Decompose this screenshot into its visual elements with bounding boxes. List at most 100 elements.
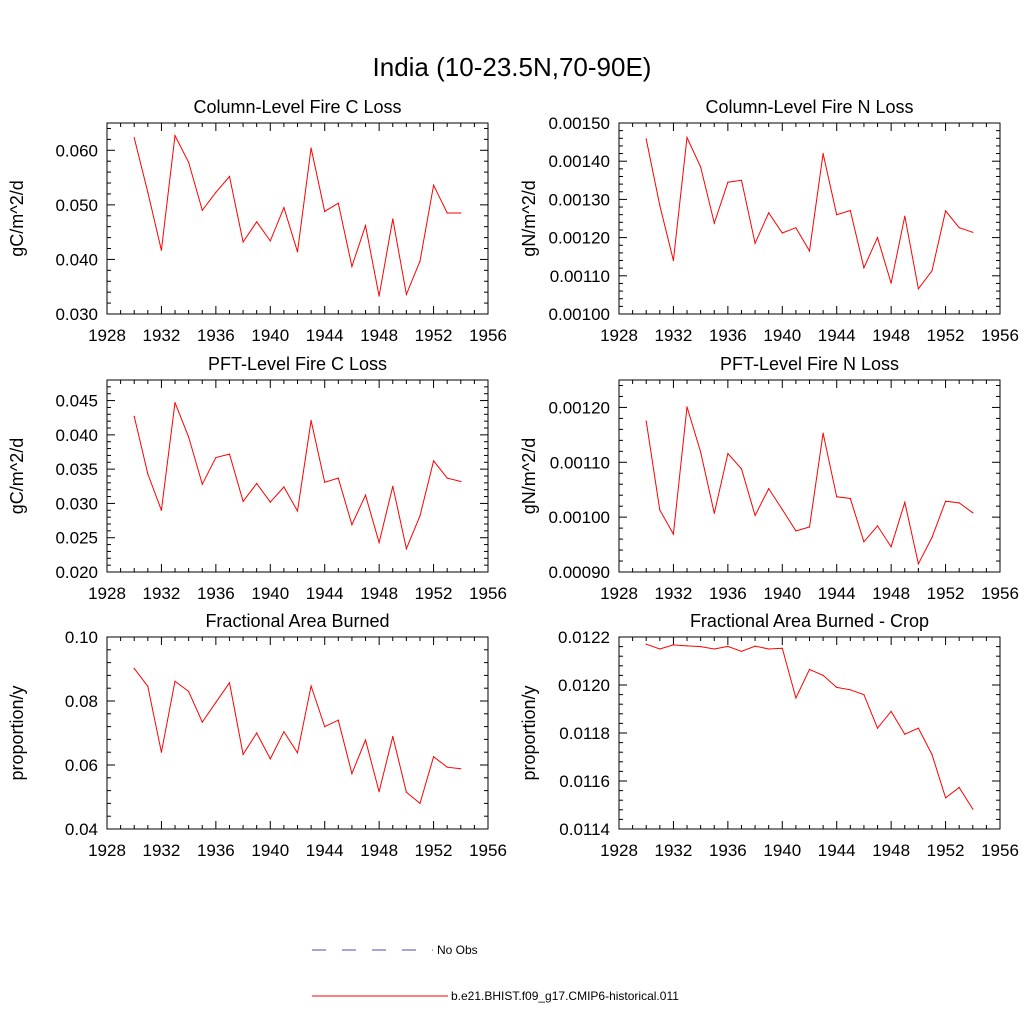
data-point (351, 524, 353, 526)
x-tick-label: 1936 (709, 326, 747, 345)
x-tick-label: 1952 (927, 326, 965, 345)
y-axis-label: proportion/y (519, 685, 539, 780)
x-tick-label: 1952 (415, 841, 453, 860)
x-tick-label: 1940 (251, 841, 289, 860)
y-tick-label: 0.00150 (549, 114, 610, 133)
x-tick-label: 1948 (872, 584, 910, 603)
data-point (324, 481, 326, 483)
data-point (700, 166, 702, 168)
data-point (188, 161, 190, 163)
x-tick-label: 1928 (88, 841, 126, 860)
y-tick-label: 0.060 (55, 141, 98, 160)
data-point (433, 184, 435, 186)
y-tick-label: 0.0116 (559, 772, 610, 791)
data-point (863, 694, 865, 696)
data-point (310, 685, 312, 687)
panel-4: PFT-Level Fire N Loss gN/m^2/d 1928 1932 193… (519, 354, 1019, 603)
data-point (863, 541, 865, 543)
panel-title: Fractional Area Burned - Crop (690, 611, 929, 631)
data-point (686, 136, 688, 139)
panels: Column-Level Fire C Loss gC/m^2/d 1928 1932… (7, 97, 1019, 860)
data-point (781, 647, 783, 649)
x-tick-label: 1948 (872, 841, 910, 860)
data-point (686, 645, 688, 647)
data-point (972, 512, 974, 514)
y-tick-label: 0.0120 (558, 676, 610, 695)
data-point (917, 288, 920, 290)
data-point (931, 536, 933, 539)
data-point (795, 697, 797, 699)
data-point (160, 751, 162, 753)
x-tick-label: 1944 (306, 841, 344, 860)
x-tick-label: 1936 (709, 841, 747, 860)
data-point (672, 644, 675, 646)
x-tick-label: 1944 (818, 841, 856, 860)
x-tick-label: 1944 (306, 584, 344, 603)
data-point (324, 210, 326, 212)
y-axis-label: gN/m^2/d (519, 438, 539, 514)
data-point (686, 406, 688, 408)
data-point (754, 242, 756, 244)
data-point (836, 214, 838, 216)
y-tick-label: 0.0118 (559, 724, 610, 743)
data-point (754, 514, 756, 517)
data-point (945, 797, 947, 799)
data-point (378, 295, 380, 297)
data-point (890, 282, 892, 284)
data-point (405, 548, 407, 550)
x-tick-label: 1944 (818, 584, 856, 603)
x-tick-label: 1928 (88, 326, 126, 345)
y-tick-label: 0.0122 (558, 628, 610, 647)
data-point (808, 668, 811, 671)
y-tick-label: 0.00090 (549, 563, 610, 582)
x-tick-label: 1940 (251, 326, 289, 345)
series-line (645, 406, 974, 566)
data-point (727, 452, 729, 455)
data-point (269, 758, 271, 760)
data-point (433, 756, 435, 758)
data-point (405, 293, 407, 295)
data-point (836, 686, 838, 689)
data-point (228, 453, 231, 455)
data-point (337, 719, 339, 721)
x-tick-label: 1932 (143, 841, 181, 860)
y-tick-label: 0.045 (55, 392, 98, 411)
data-point (283, 207, 285, 209)
data-point (174, 402, 176, 404)
x-tick-label: 1944 (306, 326, 344, 345)
x-tick-label: 1956 (469, 841, 507, 860)
data-point (256, 221, 258, 223)
y-axis-label: gC/m^2/d (7, 438, 27, 514)
data-point (904, 733, 906, 735)
data-point (296, 752, 299, 754)
data-point (672, 533, 675, 535)
legend-model-label: b.e21.BHIST.f09_g17.CMIP6-historical.011 (451, 989, 679, 1003)
x-tick-label: 1936 (709, 584, 747, 603)
data-point (446, 477, 448, 479)
data-point (849, 497, 851, 500)
data-point (405, 791, 407, 793)
data-point (808, 526, 811, 528)
data-point (945, 500, 947, 502)
x-tick-label: 1928 (600, 326, 638, 345)
x-tick-label: 1956 (981, 326, 1019, 345)
data-point (740, 650, 743, 653)
data-point (133, 137, 135, 139)
panel-title: Column-Level Fire N Loss (705, 97, 913, 117)
data-point (228, 175, 231, 178)
data-point (781, 232, 783, 234)
x-tick-label: 1940 (763, 584, 801, 603)
plot-frame (106, 122, 489, 315)
data-point (160, 249, 162, 251)
panel-title: PFT-Level Fire N Loss (720, 354, 899, 374)
x-tick-label: 1932 (655, 584, 693, 603)
data-point (768, 212, 770, 214)
y-axis-label: proportion/y (7, 685, 27, 780)
x-tick-label: 1940 (763, 326, 801, 345)
x-tick-label: 1928 (600, 841, 638, 860)
data-point (645, 643, 647, 645)
data-point (228, 682, 231, 684)
data-point (147, 685, 149, 687)
